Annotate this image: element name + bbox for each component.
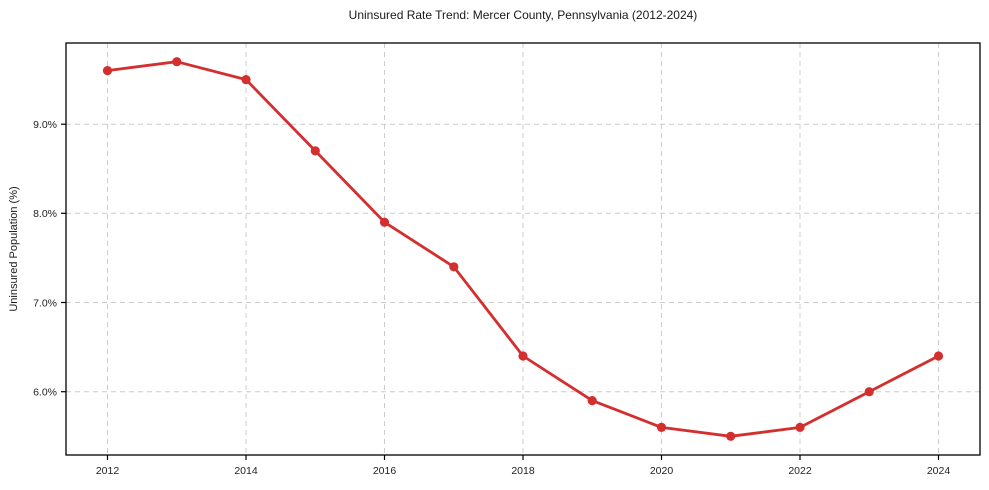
- plot-border: [65, 42, 981, 456]
- y-tick-label: 7.0%: [33, 297, 57, 309]
- x-tick-label: 2022: [788, 465, 812, 477]
- chart-title: Uninsured Rate Trend: Mercer County, Pen…: [348, 8, 698, 22]
- x-tick-label: 2018: [511, 465, 535, 477]
- x-tick-label: 2020: [650, 465, 674, 477]
- data-point-marker: [933, 351, 944, 361]
- data-point-marker: [102, 66, 113, 76]
- data-point-marker: [172, 57, 182, 67]
- x-tick-label: 2014: [234, 465, 258, 477]
- data-point-marker: [795, 422, 805, 432]
- x-tick-label: 2024: [927, 465, 951, 477]
- data-point-marker: [587, 396, 597, 406]
- y-tick-label: 6.0%: [33, 387, 57, 399]
- data-point-marker: [310, 146, 320, 156]
- data-point-marker: [379, 217, 390, 227]
- y-tick-label: 9.0%: [33, 119, 57, 131]
- data-point-marker: [449, 262, 459, 272]
- y-tick-label: 8.0%: [33, 208, 57, 220]
- x-tick-label: 2016: [373, 465, 397, 477]
- data-point-marker: [518, 351, 528, 361]
- x-tick-label: 2012: [96, 465, 120, 477]
- data-point-marker: [656, 422, 667, 432]
- data-point-marker: [241, 75, 251, 85]
- data-point-marker: [726, 431, 736, 441]
- data-point-marker: [864, 387, 874, 397]
